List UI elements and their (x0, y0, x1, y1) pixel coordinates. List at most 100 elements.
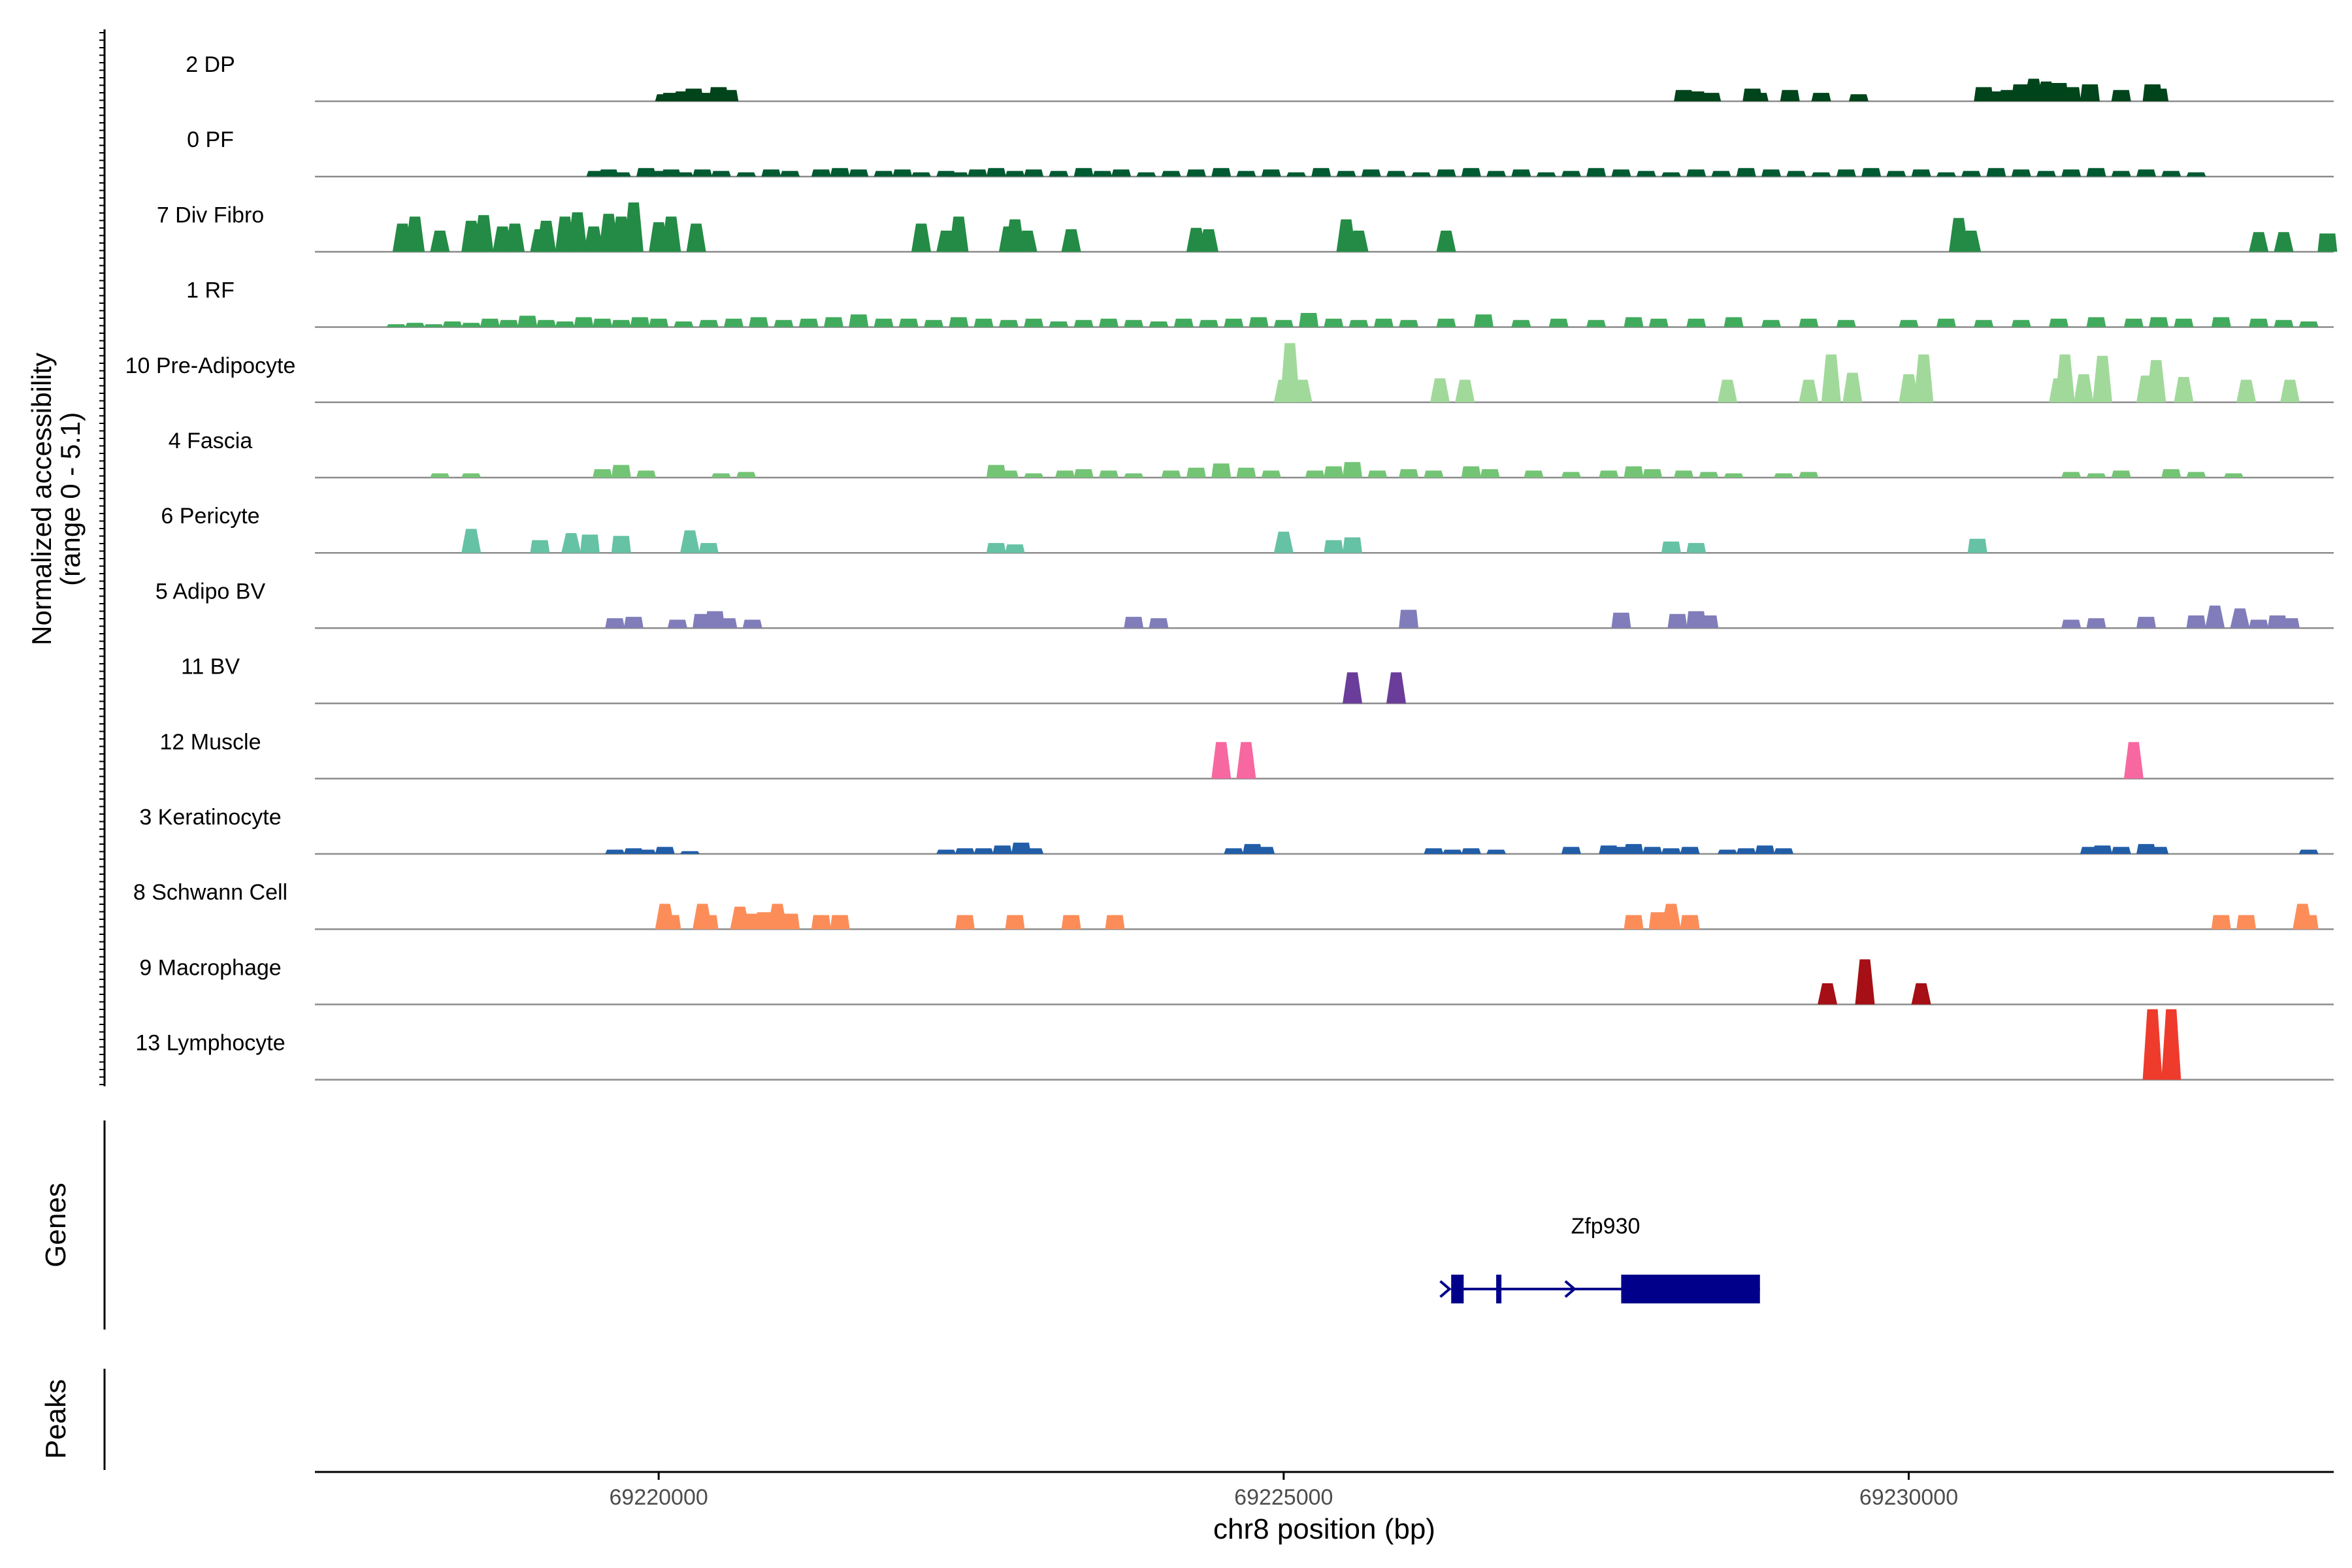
accessibility-peak (1799, 380, 1819, 402)
accessibility-peak (1761, 169, 1781, 177)
accessibility-peak (1774, 473, 1794, 478)
accessibility-peak (1436, 169, 1456, 177)
accessibility-peak (1430, 378, 1450, 402)
x-axis-ticks: 69220000 69225000 69230000 (610, 1472, 1958, 1510)
track-13: 9 Macrophage (139, 955, 2334, 1005)
accessibility-peak (636, 849, 656, 854)
accessibility-peak (955, 915, 975, 930)
accessibility-peak (1136, 172, 1156, 177)
accessibility-peak (1642, 847, 1663, 854)
accessibility-peak (936, 849, 956, 854)
peaks-panel: Peaks (40, 1369, 106, 1470)
accessibility-peak (1661, 172, 1681, 177)
accessibility-peak (1961, 231, 1982, 252)
track-label: 6 Pericyte (161, 504, 259, 529)
strand-arrow (1439, 1280, 1452, 1298)
accessibility-peak (1149, 321, 1169, 327)
accessibility-peak (1686, 543, 1707, 553)
track-label: 5 Adipo BV (155, 579, 266, 604)
accessibility-peak (593, 318, 613, 327)
accessibility-peak (2086, 168, 2106, 177)
track-label: 7 Div Fibro (157, 203, 264, 227)
track-12: 8 Schwann Cell (133, 880, 2334, 930)
accessibility-peak (749, 317, 769, 327)
accessibility-peak (2074, 374, 2094, 402)
accessibility-peak (655, 847, 675, 854)
accessibility-peak (1005, 171, 1025, 177)
accessibility-peak (2280, 380, 2300, 402)
accessibility-peak (1436, 231, 1456, 252)
accessibility-peak (1661, 904, 1681, 930)
accessibility-peak (636, 470, 656, 478)
accessibility-peak (2061, 472, 2082, 478)
accessibility-peak (973, 848, 994, 854)
accessibility-peak (1680, 847, 1700, 854)
accessibility-peak (719, 90, 739, 101)
accessibility-peak (2123, 742, 2144, 779)
accessibility-peak (1055, 470, 1075, 478)
accessibility-peak (1624, 915, 1644, 930)
accessibility-peak (430, 231, 450, 252)
gene-name-label: Zfp930 (1571, 1214, 1641, 1239)
accessibility-peak (1686, 169, 1707, 177)
accessibility-peak (1624, 317, 1644, 327)
accessibility-peak (693, 169, 713, 177)
accessibility-peak (561, 533, 581, 553)
accessibility-peak (2186, 472, 2206, 478)
accessibility-tracks: 2 DP 0 PF 7 Div Fibro 1 RF 10 Pre-Adipocyte 4… (125, 52, 2338, 1081)
track-4: 1 RF (186, 278, 2334, 328)
accessibility-peak (824, 317, 843, 327)
accessibility-peak (1799, 318, 1819, 327)
accessibility-peak (968, 169, 988, 177)
accessibility-peak (474, 215, 494, 252)
accessibility-peak (2249, 619, 2269, 629)
accessibility-peak (1836, 169, 1856, 177)
accessibility-peak (1624, 843, 1644, 854)
accessibility-peak (1017, 231, 1037, 252)
accessibility-peak (1211, 168, 1232, 177)
accessibility-peak (2211, 317, 2231, 327)
accessibility-peak (2186, 615, 2206, 629)
accessibility-peak (1561, 847, 1581, 854)
accessibility-peak (1099, 470, 1119, 478)
accessibility-peak (2230, 608, 2250, 629)
track-label: 1 RF (186, 278, 235, 303)
track-label: 2 DP (186, 52, 235, 77)
accessibility-peak (611, 536, 631, 553)
accessibility-peak (1024, 473, 1044, 478)
track-7: 6 Pericyte (161, 504, 2334, 554)
accessibility-peak (1105, 915, 1125, 930)
accessibility-peak (1280, 343, 1300, 402)
accessibility-peak (1780, 90, 1800, 101)
accessibility-peak (1701, 93, 1722, 101)
track-label: 9 Macrophage (139, 955, 281, 980)
accessibility-peak (1936, 172, 1956, 177)
accessibility-peak (1348, 231, 1369, 252)
accessibility-peak (911, 223, 931, 252)
accessibility-peak (1224, 848, 1244, 854)
accessibility-peak (2280, 618, 2300, 629)
accessibility-peak (2111, 171, 2131, 177)
accessibility-peak (1961, 171, 1982, 177)
y-axis-label-line-1: Normalized accessibility (26, 353, 57, 645)
track-3: 7 Div Fibro (157, 202, 2338, 253)
accessibility-peak (2161, 171, 2181, 177)
accessibility-peak (623, 202, 644, 252)
accessibility-peak (949, 216, 969, 252)
accessibility-peak (2136, 169, 2156, 177)
accessibility-peak (405, 216, 425, 252)
accessibility-peak (780, 171, 800, 177)
accessibility-peak (2136, 617, 2156, 629)
accessibility-peak (2149, 317, 2169, 327)
accessibility-peak (1261, 169, 1281, 177)
accessibility-peak (1286, 172, 1306, 177)
accessibility-peak (1718, 380, 1737, 402)
accessibility-peak (1511, 319, 1531, 327)
track-9: 11 BV (181, 655, 2334, 704)
gene-exon (1621, 1275, 1760, 1303)
accessibility-peak (2317, 233, 2338, 252)
track-label: 4 Fascia (169, 429, 253, 453)
track-label: 0 PF (187, 127, 234, 152)
accessibility-peak (2061, 87, 2082, 101)
accessibility-peak (2086, 618, 2106, 629)
